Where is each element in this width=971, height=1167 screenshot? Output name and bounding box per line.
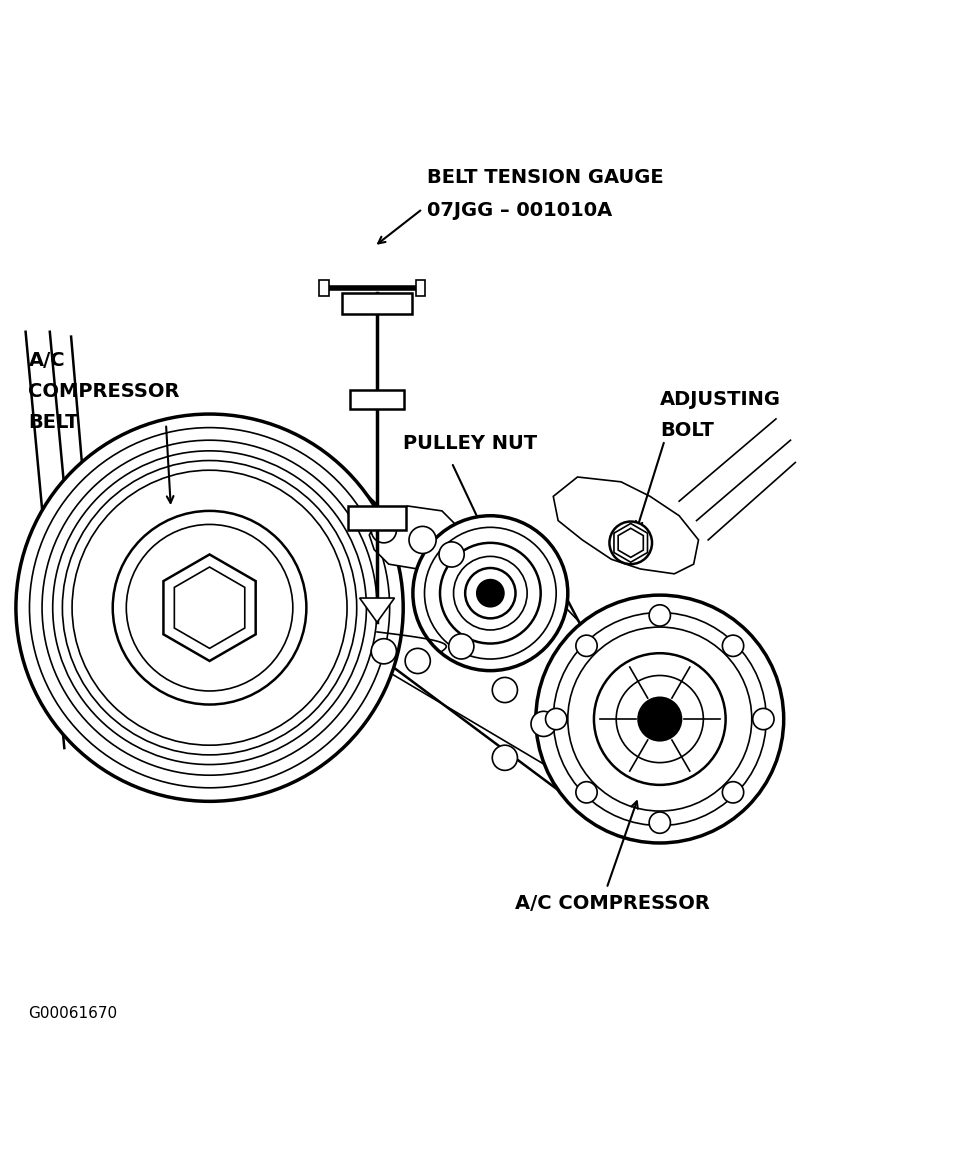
- Circle shape: [492, 677, 518, 703]
- Text: A/C COMPRESSOR: A/C COMPRESSOR: [515, 894, 710, 913]
- Circle shape: [113, 511, 307, 705]
- Circle shape: [650, 812, 670, 833]
- Circle shape: [413, 516, 568, 671]
- Circle shape: [477, 580, 504, 607]
- Circle shape: [576, 782, 597, 803]
- Circle shape: [492, 746, 518, 770]
- Circle shape: [16, 414, 403, 802]
- Text: A/C: A/C: [28, 351, 65, 370]
- Circle shape: [546, 708, 567, 729]
- Polygon shape: [369, 506, 461, 569]
- FancyBboxPatch shape: [318, 280, 328, 296]
- Circle shape: [650, 605, 670, 627]
- Polygon shape: [553, 477, 698, 574]
- Polygon shape: [619, 529, 644, 558]
- Circle shape: [639, 698, 681, 740]
- Polygon shape: [163, 554, 255, 661]
- Circle shape: [536, 595, 784, 843]
- FancyBboxPatch shape: [416, 280, 425, 296]
- Text: BELT TENSION GAUGE: BELT TENSION GAUGE: [427, 168, 664, 187]
- Circle shape: [576, 635, 597, 657]
- FancyBboxPatch shape: [348, 506, 406, 530]
- Text: BOLT: BOLT: [659, 421, 714, 440]
- Circle shape: [405, 649, 430, 673]
- Circle shape: [610, 522, 653, 564]
- Circle shape: [531, 712, 556, 736]
- Text: G00061670: G00061670: [28, 1006, 117, 1021]
- Circle shape: [440, 543, 541, 643]
- FancyBboxPatch shape: [351, 390, 404, 410]
- FancyBboxPatch shape: [342, 293, 412, 314]
- Circle shape: [594, 654, 725, 785]
- Circle shape: [722, 782, 744, 803]
- Circle shape: [371, 638, 396, 664]
- Circle shape: [449, 634, 474, 659]
- Circle shape: [753, 708, 774, 729]
- Text: PULLEY NUT: PULLEY NUT: [403, 434, 537, 453]
- Circle shape: [371, 518, 396, 543]
- Polygon shape: [359, 598, 394, 622]
- Circle shape: [439, 541, 464, 567]
- Polygon shape: [175, 567, 245, 649]
- Circle shape: [722, 635, 744, 657]
- Text: BELT: BELT: [28, 413, 79, 433]
- Text: ADJUSTING: ADJUSTING: [659, 390, 781, 410]
- Polygon shape: [614, 524, 648, 562]
- Text: COMPRESSOR: COMPRESSOR: [28, 383, 180, 401]
- Text: 07JGG – 001010A: 07JGG – 001010A: [427, 202, 613, 221]
- Circle shape: [409, 526, 436, 553]
